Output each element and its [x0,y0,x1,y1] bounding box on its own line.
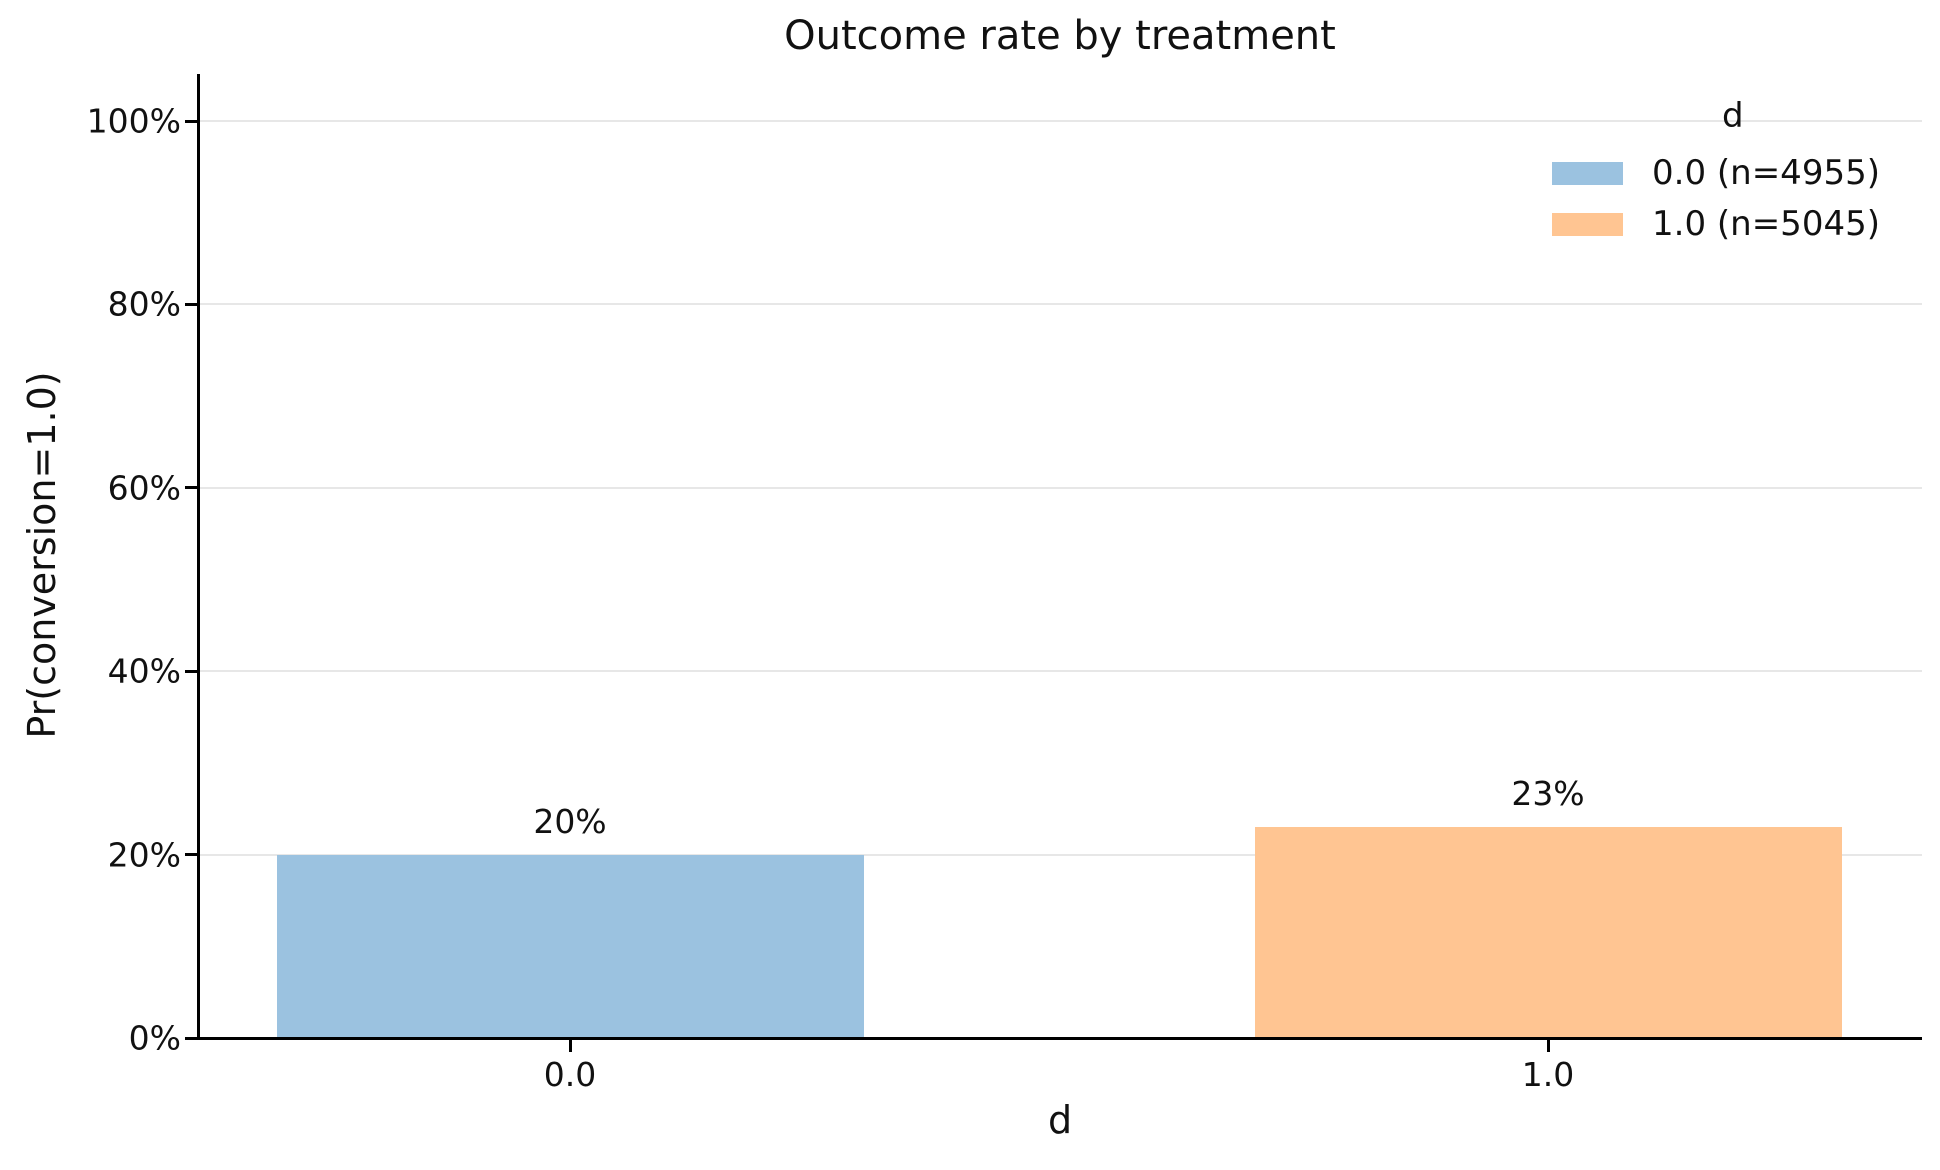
bar-control [276,854,864,1037]
y-tick-label: 100% [86,101,181,141]
legend-label: 1.0 (n=5045) [1652,204,1880,244]
chart-title: Outcome rate by treatment [784,13,1336,59]
x-tick-label: 0.0 [543,1055,597,1094]
y-tick-label: 40% [107,651,181,691]
y-tick-mark [185,669,197,673]
y-tick-mark [185,1036,197,1040]
x-tick-label: 1.0 [1521,1055,1575,1094]
y-tick-mark [185,853,197,857]
y-tick-label: 60% [107,468,181,508]
gridline [198,486,1922,489]
gridline [198,670,1922,673]
y-tick-mark [185,119,197,123]
x-axis-label: d [1047,1098,1073,1142]
gridline [198,303,1922,306]
y-tick-label: 20% [107,835,181,875]
y-tick-label: 0% [128,1018,181,1058]
x-tick-mark [568,1040,572,1052]
bar-treatment [1254,827,1842,1037]
y-tick-mark [185,302,197,306]
legend-swatch-orange [1552,213,1623,236]
legend-swatch-blue [1552,162,1623,185]
y-tick-mark [185,486,197,490]
gridline [198,120,1922,122]
y-axis-spine [197,74,200,1040]
legend-label: 0.0 (n=4955) [1652,153,1880,193]
x-tick-mark [1546,1040,1550,1052]
y-tick-label: 80% [107,284,181,324]
bar-value-label: 20% [533,801,607,841]
legend-title: d [1722,96,1744,136]
gridline [198,853,1922,856]
y-axis-label: Pr(conversion=1.0) [20,371,64,739]
x-axis-spine [197,1037,1922,1040]
bar-value-label: 23% [1511,774,1585,814]
